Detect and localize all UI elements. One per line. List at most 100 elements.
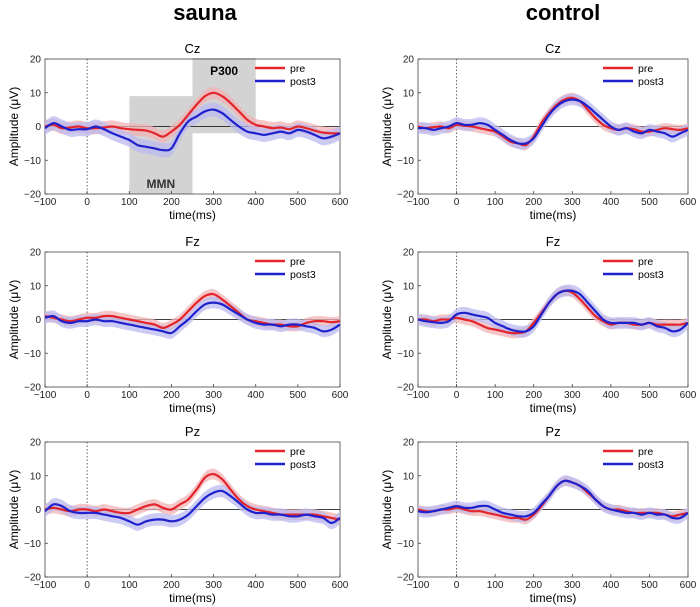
x-tick-label: 200: [525, 197, 542, 208]
y-axis-label: Amplitude (μV): [7, 87, 21, 167]
legend-label-post3: post3: [638, 269, 664, 281]
y-tick-label: 20: [30, 55, 42, 66]
x-tick-label: 500: [641, 197, 658, 208]
y-axis-label: Amplitude (μV): [380, 470, 394, 550]
legend-label-post3: post3: [638, 459, 664, 471]
x-axis-label: time(ms): [169, 591, 216, 605]
y-tick-label: −10: [397, 539, 414, 550]
x-tick-label: 300: [205, 580, 222, 591]
legend-label-pre: pre: [290, 446, 305, 458]
panel-sauna-pz: −100 0 100 200 300 400 500 600−20−1001020time(m…: [7, 424, 349, 605]
panel-title: Cz: [545, 41, 561, 56]
y-tick-label: 10: [403, 88, 415, 99]
x-tick-label: 100: [121, 197, 138, 208]
legend-label-pre: pre: [290, 63, 305, 75]
series-line-post3: [417, 479, 689, 520]
y-tick-label: −10: [24, 156, 41, 167]
x-axis-label: time(ms): [530, 401, 577, 415]
series-line-post3: [44, 301, 341, 335]
y-tick-label: 20: [403, 248, 415, 259]
window-label-mmn: MMN: [147, 177, 176, 191]
y-tick-label: 0: [35, 505, 41, 516]
band-post3: [45, 296, 340, 340]
x-tick-label: −100: [34, 580, 57, 591]
panel-title: Pz: [185, 424, 200, 439]
series-line-pre: [44, 292, 341, 329]
panel-title: Cz: [185, 41, 201, 56]
y-tick-label: 10: [30, 281, 42, 292]
x-tick-label: 400: [603, 580, 620, 591]
y-tick-label: 0: [408, 122, 414, 133]
legend-label-pre: pre: [638, 256, 653, 268]
x-tick-label: 300: [564, 580, 581, 591]
x-tick-label: −100: [34, 197, 57, 208]
panels: −100 0 100 200 300 400 500 600−20−1001020time(m…: [7, 41, 697, 605]
x-tick-label: 0: [454, 390, 460, 401]
y-tick-label: −20: [397, 190, 414, 201]
column-title-sauna: sauna: [173, 0, 237, 25]
x-tick-label: 200: [163, 390, 180, 401]
y-tick-label: 20: [30, 248, 42, 259]
panel-title: Pz: [545, 424, 560, 439]
x-tick-label: −100: [34, 390, 57, 401]
x-tick-label: 400: [603, 197, 620, 208]
y-tick-label: 20: [403, 55, 415, 66]
y-tick-label: 0: [35, 315, 41, 326]
x-axis-label: time(ms): [530, 591, 577, 605]
y-tick-label: −20: [24, 383, 41, 394]
x-tick-label: 400: [603, 390, 620, 401]
x-axis-label: time(ms): [169, 208, 216, 222]
y-tick-label: −10: [397, 349, 414, 360]
x-tick-label: 200: [525, 390, 542, 401]
legend-label-post3: post3: [290, 459, 316, 471]
x-tick-label: 300: [205, 390, 222, 401]
x-tick-label: 500: [290, 390, 307, 401]
x-tick-label: 0: [84, 580, 90, 591]
x-tick-label: 400: [247, 580, 264, 591]
x-tick-label: 100: [487, 390, 504, 401]
x-tick-label: 600: [332, 580, 349, 591]
x-tick-label: 500: [290, 580, 307, 591]
x-tick-label: 500: [641, 580, 658, 591]
x-tick-label: 200: [163, 580, 180, 591]
y-tick-label: 10: [403, 471, 415, 482]
band-post3: [418, 284, 688, 338]
window-label-p300: P300: [210, 64, 238, 78]
y-axis-label: Amplitude (μV): [380, 87, 394, 167]
panel-title: Fz: [185, 234, 199, 249]
x-tick-label: 200: [525, 580, 542, 591]
series-line-post3: [417, 98, 689, 145]
y-axis-label: Amplitude (μV): [7, 470, 21, 550]
y-tick-label: 10: [30, 471, 42, 482]
x-tick-label: −100: [407, 580, 430, 591]
x-tick-label: 600: [332, 390, 349, 401]
x-tick-label: −100: [407, 390, 430, 401]
x-tick-label: 600: [332, 197, 349, 208]
x-tick-label: 600: [680, 197, 697, 208]
x-tick-label: 0: [454, 580, 460, 591]
legend-label-pre: pre: [638, 446, 653, 458]
x-tick-label: 500: [641, 390, 658, 401]
x-tick-label: 600: [680, 390, 697, 401]
y-tick-label: 10: [403, 281, 415, 292]
legend-label-pre: pre: [638, 63, 653, 75]
y-tick-label: 20: [30, 438, 42, 449]
x-tick-label: 300: [205, 197, 222, 208]
panel-title: Fz: [546, 234, 560, 249]
y-tick-label: 0: [35, 122, 41, 133]
x-axis-label: time(ms): [530, 208, 577, 222]
x-tick-label: 100: [121, 580, 138, 591]
panel-control-fz: −100 0 100 200 300 400 500 600−20−1001020time(m…: [380, 234, 697, 415]
column-title-control: control: [526, 0, 601, 25]
panel-control-cz: −100 0 100 200 300 400 500 600−20−1001020time(m…: [380, 41, 697, 222]
x-tick-label: 500: [290, 197, 307, 208]
x-tick-label: 0: [454, 197, 460, 208]
x-tick-label: 100: [487, 580, 504, 591]
